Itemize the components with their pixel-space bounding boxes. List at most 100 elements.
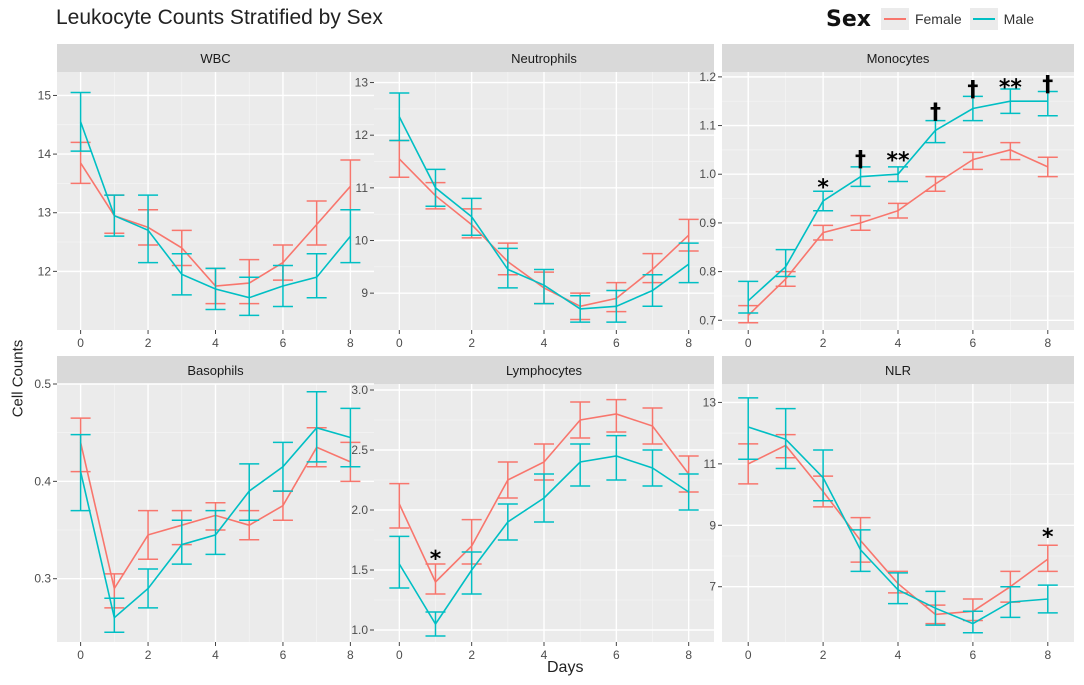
legend-swatch-female [880,8,909,30]
errorbar-male [678,242,699,284]
errorbar-female [606,398,627,433]
y-tick-label: 10 [355,233,369,247]
y-tick-label: 11 [704,457,717,471]
y-tick-label: 0.8 [699,265,716,279]
x-tick-label: 0 [745,336,752,350]
panel-monocytes: Monocytes 0 2 4 6 8 0.7 0.8 0.9 1.0 1.1 1.2 * † ** † † **… [699,44,1074,350]
errorbar-male [534,268,554,305]
legend-swatch-male [969,8,998,30]
x-tick-label: 2 [145,648,152,662]
y-tick-label: 11 [356,181,369,195]
legend-label-female: Female [914,11,962,27]
errorbar-male [205,509,226,556]
errorbar-male [306,253,327,299]
significance-marker: * [430,547,442,572]
series-line-male [398,455,690,626]
significance-marker: * [1042,525,1054,550]
y-tick-label: 1.0 [699,167,716,181]
series-line-female [398,413,690,584]
panel-strip [57,356,374,384]
y-tick-label: 0.3 [34,572,51,586]
x-tick-label: 8 [685,648,692,662]
panel-title: Basophils [187,363,244,378]
y-tick-label: 12 [355,128,369,142]
x-tick-label: 8 [685,336,692,350]
legend-title: Sex [826,6,871,32]
figure-title: Leukocyte Counts Stratified by Sex [56,6,383,29]
x-tick-label: 6 [613,336,620,350]
x-tick-label: 0 [396,336,403,350]
errorbar-male [738,397,759,460]
x-tick-label: 6 [280,648,287,662]
series-line-female [747,149,1049,316]
y-tick-label: 1.0 [351,623,368,637]
panel-strip [374,356,714,384]
x-tick-label: 4 [895,648,902,662]
x-tick-label: 2 [145,336,152,350]
significance-marker: ** [999,76,1023,101]
significance-marker: † [1042,73,1053,98]
x-tick-label: 2 [468,648,475,662]
y-tick-label: 0.4 [34,474,51,488]
errorbar-male [962,610,983,634]
series-line-male [79,121,352,299]
y-tick-label: 1.1 [699,119,716,133]
series-line-male [747,426,1048,625]
errorbar-female [962,151,983,171]
significance-marker: ** [886,149,910,174]
y-tick-label: 0.7 [699,313,716,327]
errorbar-male [606,434,627,481]
y-tick-label: 13 [38,206,52,220]
panel-title: Lymphocytes [506,363,583,378]
significance-marker: † [930,100,941,125]
panel-lymphocytes: Lymphocytes 0 2 4 6 8 1.0 1.5 2.0 2.5 3.0 * [351,356,714,662]
x-tick-label: 0 [77,336,84,350]
panel-basophils: Basophils 0 2 4 6 8 0.3 0.4 0.5 [34,356,374,662]
legend-item-female: Female [880,8,962,30]
series-line-male [398,116,690,310]
errorbar-male [813,449,834,502]
legend-item-male: Male [969,8,1034,30]
y-tick-label: 1.5 [351,563,368,577]
significance-marker: * [817,175,829,200]
errorbar-female [425,563,446,595]
y-tick-label: 2.5 [351,443,368,457]
series-line-male [79,426,351,620]
x-tick-label: 6 [280,336,287,350]
errorbar-male [1037,90,1058,117]
y-tick-label: 2.0 [351,503,368,517]
y-tick-label: 13 [703,395,717,409]
panel-title: Neutrophils [511,51,577,66]
errorbar-female [1037,544,1058,573]
series-line-male [747,100,1048,302]
y-tick-label: 0.9 [699,216,716,230]
panel-strip [57,44,374,72]
errorbar-male [925,119,946,144]
errorbar-male [389,535,410,589]
x-tick-label: 8 [347,648,354,662]
panel-title: Monocytes [867,51,930,66]
y-tick-label: 9 [361,286,368,300]
y-tick-label: 1.2 [699,70,716,84]
panel-strip [722,356,1074,384]
x-tick-label: 8 [1044,336,1051,350]
y-tick-label: 0.5 [34,377,51,391]
y-axis-label: Cell Counts [9,339,27,418]
x-tick-label: 4 [541,336,548,350]
y-tick-label: 12 [38,264,52,278]
x-tick-label: 4 [212,648,219,662]
errorbar-male [138,194,159,264]
y-tick-label: 13 [355,76,369,90]
x-tick-label: 4 [895,336,902,350]
panel-title: WBC [200,51,230,66]
y-tick-label: 15 [38,88,52,102]
panel-title: NLR [885,363,911,378]
legend: Sex Female Male [826,4,1042,34]
x-tick-label: 0 [745,648,752,662]
panel-neutrophils: Neutrophils 0 2 4 6 8 9 10 11 12 13 [355,44,714,350]
x-tick-label: 2 [820,336,827,350]
x-tick-label: 2 [820,648,827,662]
x-tick-label: 0 [77,648,84,662]
y-tick-label: 3.0 [351,383,368,397]
